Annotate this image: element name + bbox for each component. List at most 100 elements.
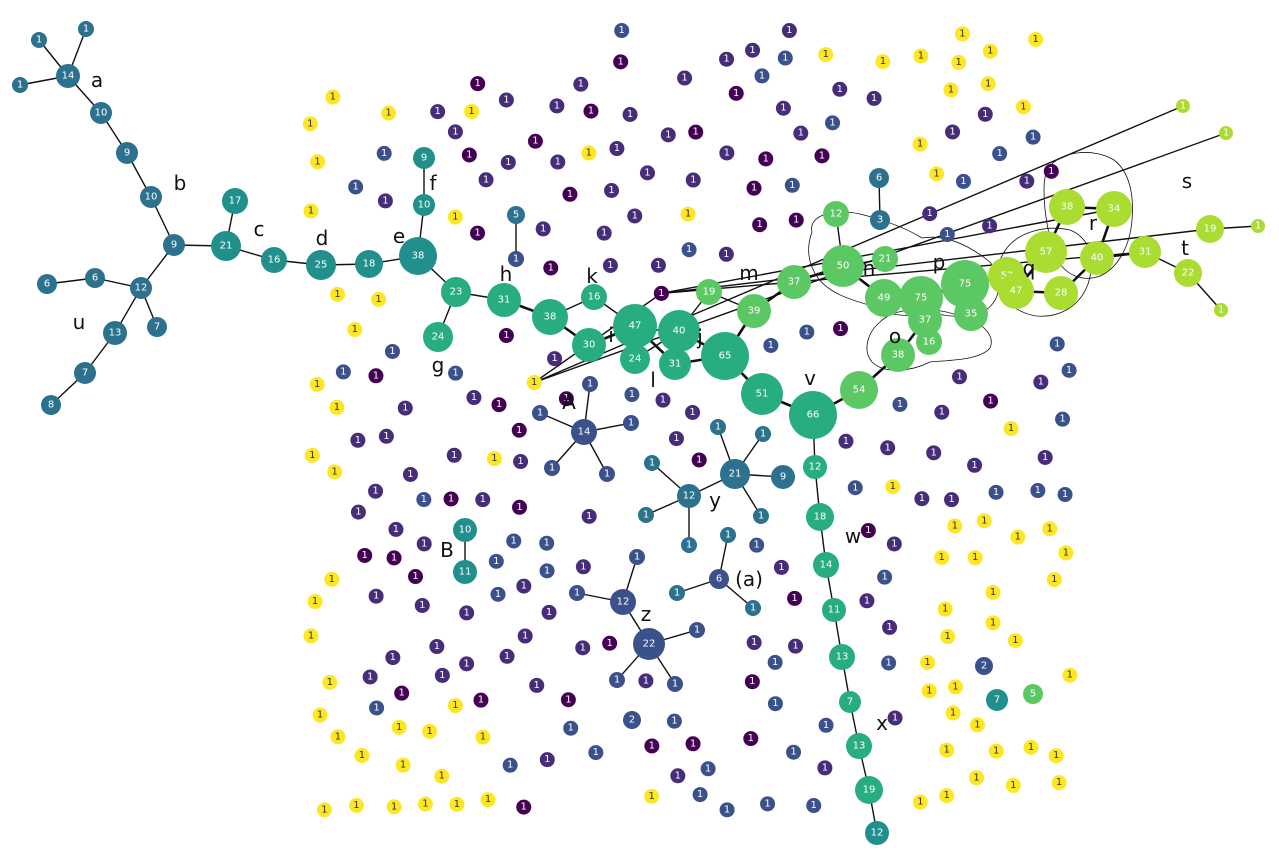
node-s176[interactable]: 1 [1046, 572, 1062, 588]
node-s249[interactable]: 1 [954, 26, 970, 42]
node-v51[interactable]: 51 [741, 373, 783, 415]
node-s220[interactable]: 1 [535, 221, 551, 237]
node-A1b[interactable]: 1 [532, 405, 548, 421]
node-s54[interactable]: 1 [926, 445, 942, 461]
node-s109[interactable]: 1 [430, 104, 446, 120]
node-s104[interactable]: 1 [767, 654, 783, 670]
node-s93[interactable]: 1 [758, 151, 774, 167]
node-s94[interactable]: 1 [596, 225, 612, 241]
node-s229[interactable]: 1 [728, 85, 744, 101]
node-z1b[interactable]: 1 [629, 549, 645, 565]
node-c16[interactable]: 16 [261, 247, 287, 273]
node-g23[interactable]: 23 [441, 277, 471, 307]
node-s36[interactable]: 1 [882, 619, 898, 635]
node-s49[interactable]: 1 [719, 51, 735, 67]
node-s245[interactable]: 1 [775, 100, 791, 116]
node-s70[interactable]: 1 [575, 559, 591, 575]
node-s164[interactable]: 1 [939, 227, 955, 243]
node-s115[interactable]: 1 [309, 376, 325, 392]
node-s178[interactable]: 1 [944, 492, 960, 508]
node-r38[interactable]: 38 [1049, 189, 1085, 225]
node-s61[interactable]: 1 [312, 707, 328, 723]
node-s30[interactable]: 1 [512, 499, 528, 515]
node-s152[interactable]: 1 [982, 43, 998, 59]
node-s151[interactable]: 1 [371, 291, 387, 307]
node-s33[interactable]: 1 [983, 393, 999, 409]
node-s119[interactable]: 1 [951, 54, 967, 70]
node-s99[interactable]: 1 [329, 399, 345, 415]
node-s62[interactable]: 1 [1015, 99, 1031, 115]
node-s219[interactable]: 1 [369, 700, 385, 716]
node-s65[interactable]: 1 [1051, 775, 1067, 791]
node-s100[interactable]: 1 [307, 594, 323, 610]
node-s137[interactable]: 1 [624, 387, 640, 403]
node-j31[interactable]: 31 [659, 348, 691, 380]
node-n49[interactable]: 49 [865, 279, 903, 317]
node-s7[interactable]: 1 [937, 601, 953, 617]
node-s237[interactable]: 1 [563, 720, 579, 736]
node-x7[interactable]: 7 [839, 691, 861, 713]
node-s128[interactable]: 1 [880, 440, 896, 456]
node-s250[interactable]: 1 [818, 717, 834, 733]
node-s218[interactable]: 1 [825, 115, 841, 131]
node-A1a[interactable]: 1 [582, 376, 598, 392]
node-y9[interactable]: 9 [771, 465, 795, 489]
node-s29[interactable]: 1 [539, 563, 555, 579]
node-n3[interactable]: 3 [870, 210, 890, 230]
node-q47[interactable]: 47 [998, 273, 1034, 309]
node-s146[interactable]: 1 [749, 537, 765, 553]
node-s258[interactable]: 1 [1058, 545, 1074, 561]
node-s92[interactable]: 1 [414, 597, 430, 613]
node-s120[interactable]: 1 [988, 743, 1004, 759]
node-s80[interactable]: 1 [330, 729, 346, 745]
node-s126[interactable]: 1 [767, 696, 783, 712]
node-s200[interactable]: 1 [316, 802, 332, 818]
node-j40[interactable]: 40 [658, 310, 700, 352]
node-s148[interactable]: 1 [1049, 336, 1065, 352]
node-y1c[interactable]: 1 [753, 508, 769, 524]
node-s14[interactable]: 1 [526, 374, 542, 390]
node-g24[interactable]: 24 [423, 322, 453, 352]
node-s26[interactable]: 1 [922, 206, 938, 222]
node-s159[interactable]: 1 [681, 242, 697, 258]
node-s45[interactable]: 1 [470, 225, 486, 241]
node-s203[interactable]: 1 [746, 180, 762, 196]
node-s217[interactable]: 1 [788, 212, 804, 228]
node-s11[interactable]: 1 [529, 677, 545, 693]
node-o16[interactable]: 16 [916, 329, 942, 355]
node-s153[interactable]: 1 [588, 745, 604, 761]
node-s256[interactable]: 1 [473, 692, 489, 708]
node-t22[interactable]: 22 [1174, 259, 1202, 287]
node-s89[interactable]: 1 [988, 484, 1004, 500]
node-s32[interactable]: 1 [885, 479, 901, 495]
node-y12[interactable]: 12 [677, 484, 701, 508]
node-s182[interactable]: 1 [914, 491, 930, 507]
node-s141[interactable]: 1 [793, 125, 809, 141]
node-x18[interactable]: 18 [806, 503, 834, 531]
node-misc7[interactable]: 7 [986, 689, 1008, 711]
node-s226[interactable]: 1 [499, 648, 515, 664]
node-s253[interactable]: 1 [939, 788, 955, 804]
node-s10[interactable]: 1 [967, 457, 983, 473]
node-s246[interactable]: 1 [1057, 487, 1073, 503]
node-s150[interactable]: 1 [668, 431, 684, 447]
node-s18[interactable]: 1 [517, 628, 533, 644]
node-s214[interactable]: 1 [416, 492, 432, 508]
node-s40[interactable]: 1 [818, 47, 834, 63]
node-s130[interactable]: 1 [322, 674, 338, 690]
node-s157[interactable]: 1 [348, 179, 364, 195]
node-u8[interactable]: 8 [41, 395, 61, 415]
node-l24[interactable]: 24 [620, 344, 650, 374]
node-k38[interactable]: 38 [532, 299, 568, 335]
node-s69[interactable]: 1 [875, 54, 891, 70]
node-c21[interactable]: 21 [211, 231, 241, 261]
node-s192[interactable]: 1 [604, 182, 620, 198]
node-A1c[interactable]: 1 [623, 415, 639, 431]
node-s160[interactable]: 1 [464, 103, 480, 119]
node-s161[interactable]: 1 [378, 428, 394, 444]
node-s91[interactable]: 1 [817, 760, 833, 776]
node-s76[interactable]: 1 [368, 368, 384, 384]
node-misc2b[interactable]: 2 [623, 711, 641, 729]
node-s225[interactable]: 1 [377, 193, 393, 209]
node-y1b[interactable]: 1 [755, 426, 771, 442]
